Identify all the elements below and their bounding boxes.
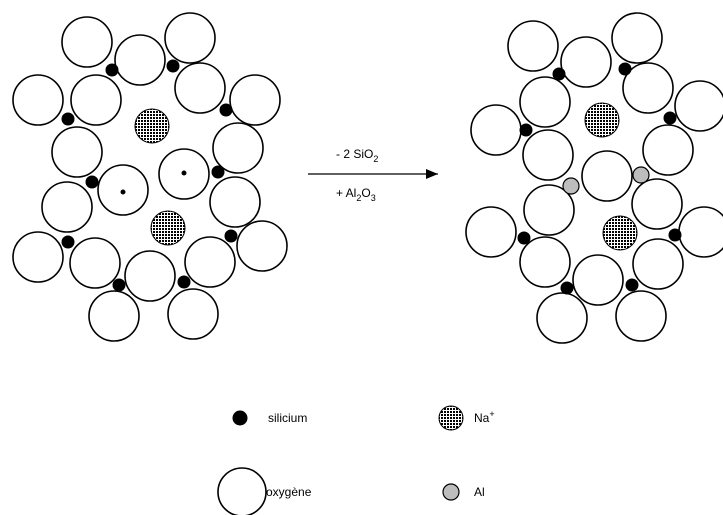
oxygen-atom bbox=[51, 126, 103, 178]
oxygen-atom bbox=[164, 12, 216, 64]
legend-aluminium: Al bbox=[442, 483, 485, 501]
oxygen-atom bbox=[114, 34, 166, 86]
sodium-ion bbox=[602, 215, 638, 251]
legend-aluminium-swatch bbox=[442, 483, 460, 501]
silicon-center-dot bbox=[120, 189, 126, 195]
reaction-arrow-group: - 2 SiO2 + Al2O3 bbox=[308, 147, 438, 203]
right-silicon-atoms bbox=[517, 62, 682, 295]
left-sodium-ions bbox=[134, 108, 186, 246]
oxygen-atom bbox=[212, 122, 264, 174]
silicon-atom bbox=[211, 165, 225, 179]
oxygen-atom bbox=[519, 236, 571, 288]
oxygen-atom bbox=[41, 181, 93, 233]
oxygen-atom bbox=[522, 129, 574, 181]
aluminium-atom bbox=[632, 166, 650, 184]
oxygen-atom bbox=[236, 220, 288, 272]
silicon-atom bbox=[625, 278, 639, 292]
oxygen-atom bbox=[536, 292, 588, 344]
oxygen-atom bbox=[631, 178, 683, 230]
oxygen-atom bbox=[581, 150, 633, 202]
oxygen-atom bbox=[61, 16, 113, 68]
oxygen-atom bbox=[124, 250, 176, 302]
legend-oxygen-swatch bbox=[217, 467, 267, 515]
legend-silicon-swatch bbox=[232, 410, 248, 426]
reaction-arrowhead bbox=[426, 169, 438, 179]
oxygen-atom bbox=[470, 104, 522, 156]
legend-sodium: Na+ bbox=[438, 405, 495, 431]
oxygen-atom bbox=[70, 74, 122, 126]
legend-oxygen-label: oxygène bbox=[266, 485, 312, 499]
silicon-atom bbox=[61, 112, 75, 126]
legend-aluminium-label: Al bbox=[474, 485, 485, 499]
sodium-ion bbox=[134, 108, 170, 144]
legend-oxygen: oxygène bbox=[217, 467, 312, 515]
oxygen-atom bbox=[167, 288, 219, 340]
oxygen-atom bbox=[523, 184, 575, 236]
oxygen-atom bbox=[69, 237, 121, 289]
oxygen-atom bbox=[611, 12, 663, 64]
silicon-center-dot bbox=[181, 170, 187, 176]
oxygen-atom bbox=[674, 80, 723, 132]
legend-silicium-label: silicium bbox=[268, 411, 307, 425]
silicon-atom bbox=[668, 228, 682, 242]
right-structure bbox=[465, 12, 723, 344]
oxygen-atom bbox=[184, 236, 236, 288]
oxygen-atom bbox=[209, 176, 261, 228]
reaction-removed-label: - 2 SiO2 bbox=[336, 147, 378, 164]
sodium-ion bbox=[150, 210, 186, 246]
right-aluminium-atoms bbox=[562, 166, 650, 195]
reaction-added-label: + Al2O3 bbox=[336, 186, 376, 203]
silicon-atom bbox=[552, 67, 566, 81]
legend: silicium Na+ oxygène Al bbox=[217, 405, 495, 515]
oxygen-atom bbox=[622, 62, 674, 114]
oxygen-atom bbox=[465, 206, 517, 258]
sodium-ion bbox=[584, 102, 620, 138]
left-silicon-atoms bbox=[61, 59, 238, 292]
oxygen-atom bbox=[12, 231, 64, 283]
silicon-atom bbox=[517, 231, 531, 245]
silicon-atom bbox=[663, 111, 677, 125]
oxygen-atom bbox=[678, 206, 723, 258]
oxygen-atom bbox=[88, 290, 140, 342]
oxygen-atom bbox=[12, 74, 64, 126]
oxygen-atom bbox=[572, 254, 624, 306]
oxygen-atom bbox=[560, 36, 612, 88]
left-structure bbox=[12, 12, 288, 342]
aluminium-atom bbox=[562, 177, 580, 195]
left-oxygen-atoms bbox=[12, 12, 288, 342]
oxygen-atom bbox=[632, 238, 684, 290]
silicon-atom bbox=[519, 123, 533, 137]
silicon-atom bbox=[105, 63, 119, 77]
right-sodium-ions bbox=[584, 102, 638, 251]
oxygen-atom bbox=[642, 124, 694, 176]
right-oxygen-atoms bbox=[465, 12, 723, 344]
silicon-atom bbox=[618, 62, 632, 76]
silicon-atom bbox=[85, 175, 99, 189]
oxygen-atom bbox=[615, 290, 667, 342]
legend-silicium: silicium bbox=[232, 410, 307, 426]
oxygen-atom bbox=[229, 74, 281, 126]
oxygen-atom bbox=[519, 76, 571, 128]
silicon-atom bbox=[166, 59, 180, 73]
legend-sodium-label: Na+ bbox=[474, 409, 495, 425]
silicon-atom bbox=[177, 275, 191, 289]
oxygen-atom bbox=[507, 20, 559, 72]
silicon-atom bbox=[219, 103, 233, 117]
legend-sodium-swatch bbox=[438, 405, 464, 431]
silicon-atom bbox=[112, 278, 126, 292]
silicon-atom bbox=[224, 229, 238, 243]
oxygen-atom bbox=[174, 62, 226, 114]
silicon-atom bbox=[61, 235, 75, 249]
silicon-atom bbox=[560, 281, 574, 295]
